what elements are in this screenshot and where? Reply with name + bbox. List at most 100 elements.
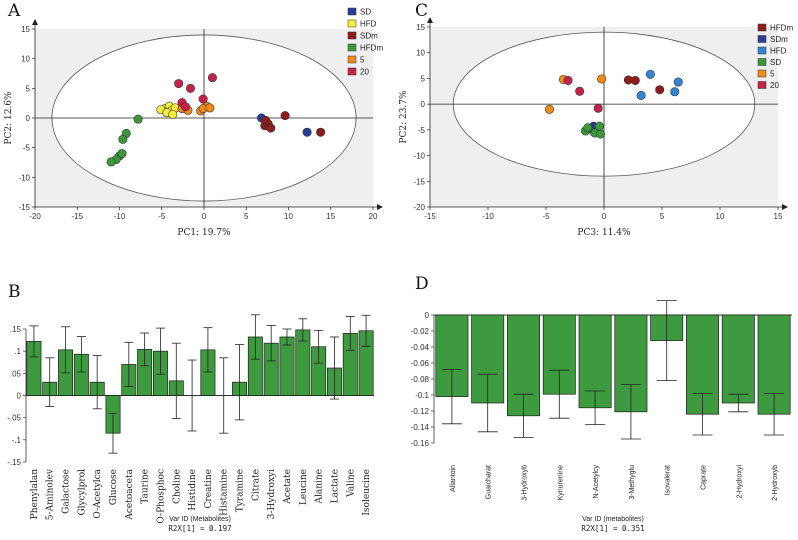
legend-label-c: HFDm: [770, 24, 793, 33]
bar-chart-b: -.15 -.1 -.05 0 .05 .1 .15 Phenylalan 5-Aminolev…: [7, 314, 374, 533]
category-label-b: Leucine: [299, 469, 309, 505]
category-label-d: 3-Methyglu: [629, 465, 636, 500]
category-label-d: 2-Hydroxyi: [736, 465, 743, 499]
x-tick-label-a: -20: [29, 212, 41, 221]
point-20-c: [593, 103, 603, 113]
y-tick-label-a: 0: [26, 114, 31, 123]
panel-letter-a: A: [7, 1, 21, 21]
y-tick-label-b: -.15: [7, 458, 21, 467]
y-tick-label-a: -5: [23, 144, 31, 153]
point-hfd-c: [673, 77, 683, 87]
category-label-d: Isovalerat: [665, 465, 672, 495]
y-axis-label-a: PC2: 12.6%: [4, 91, 14, 145]
legend-label-c: SD: [770, 58, 781, 67]
point-hfd-c: [636, 90, 646, 100]
y-tick-label-d: -0.08: [411, 375, 430, 384]
y-axis-label-c: PC2: 23.7%: [399, 90, 409, 144]
y-tick-label-d: -0.16: [411, 439, 430, 448]
x-tick-label-a: -5: [158, 212, 166, 221]
legend-swatch-a: [347, 7, 357, 16]
category-label-d: Kynurenine: [557, 465, 564, 501]
x-tick-label-a: 5: [244, 212, 249, 221]
category-label-d: 2-Hydroxyb: [772, 465, 779, 501]
y-tick-label-a: -10: [18, 173, 30, 182]
point-20-a: [198, 94, 208, 104]
x-tick-label-c: -10: [482, 212, 494, 221]
legend-swatch-a: [347, 31, 357, 40]
category-label-b: O-Phosphoc: [156, 469, 166, 524]
bar-chart-d: -0.16 -0.14 -0.12 -0.1 -0.08 -0.06 -0.04 -0.02 0…: [411, 300, 792, 533]
category-label-b: Lactate: [330, 469, 340, 503]
point-hfd-c: [645, 69, 655, 79]
legend-label-a: 20: [360, 68, 369, 77]
point-5-a: [205, 103, 215, 113]
point-20-a: [185, 83, 195, 93]
legend-swatch-c: [757, 81, 767, 89]
legend-swatch-a: [347, 43, 357, 52]
x-axis-label-d: Var ID (metabolites): [582, 516, 644, 523]
x-axis-label-c: PC3: 11.4%: [577, 228, 631, 238]
bar-b: [279, 336, 295, 396]
panel-letter-c: C: [415, 1, 428, 21]
y-tick-label-d: -0.04: [411, 343, 430, 352]
y-tick-label-c: -15: [413, 177, 425, 186]
x-tick-label-c: 15: [774, 212, 783, 221]
category-label-b: Histamine: [220, 469, 230, 516]
category-label-b: Choline: [172, 469, 182, 504]
panel-letter-d: D: [415, 274, 429, 294]
category-label-b: Alanine: [315, 469, 325, 505]
category-label-b: 3-Hydroxyi: [267, 469, 277, 519]
y-tick-label-b: .05: [10, 369, 22, 378]
y-tick-label-a: 10: [21, 55, 30, 64]
y-tick-label-a: 15: [21, 25, 30, 34]
legend-swatch-c: [757, 58, 767, 66]
category-label-d: Caprate: [701, 465, 708, 490]
point-sd-c: [594, 121, 604, 131]
x-tick-label-a: 10: [284, 212, 293, 221]
x-axis-arrow-c: [782, 204, 788, 210]
point-20-a: [174, 79, 184, 89]
x-tick-label-a: -10: [114, 212, 126, 221]
category-label-b: 5-Aminolev: [46, 468, 56, 520]
point-sdm-a: [261, 115, 271, 125]
category-label-b: Tyramine: [236, 469, 246, 512]
legend-swatch-c: [757, 46, 767, 55]
y-axis-arrow-c: [427, 17, 433, 23]
point-hfdm-a: [133, 114, 143, 124]
y-axis-arrow-a: [32, 19, 38, 25]
x-axis-label-b: Var ID (Metabolites): [169, 516, 231, 523]
category-label-b: Acetate: [283, 469, 293, 505]
point-sdm-a: [266, 123, 276, 133]
y-tick-label-b: -.1: [12, 436, 22, 445]
y-tick-label-b: .1: [14, 347, 21, 356]
point-sd-c: [596, 129, 606, 139]
point-sd-c: [583, 123, 593, 133]
legend-label-a: HFD: [360, 20, 377, 29]
y-tick-label-c: -5: [418, 126, 426, 135]
y-tick-label-c: 15: [416, 23, 425, 32]
category-label-b: O-Acetylca: [93, 468, 103, 518]
x-tick-label-c: 0: [602, 212, 607, 221]
y-tick-label-c: 5: [421, 74, 426, 83]
point-5-c: [544, 104, 554, 114]
point-hfdm-a: [118, 134, 128, 144]
x-tick-label-a: 0: [202, 212, 207, 221]
category-label-b: Glycylprol: [77, 469, 87, 516]
point-hfd-a: [168, 109, 178, 119]
legend-label-c: HFD: [770, 47, 787, 56]
legend-swatch-a: [347, 19, 357, 28]
y-tick-label-a: -15: [18, 203, 30, 212]
legend-swatch-c: [757, 69, 767, 78]
y-tick-label-a: 5: [26, 84, 31, 93]
legend-swatch-a: [347, 55, 357, 64]
point-20-c: [563, 75, 573, 85]
y-tick-label-b: .15: [10, 325, 22, 334]
legend-label-c: 5: [770, 70, 775, 79]
point-20-c: [575, 86, 585, 96]
x-tick-label-a: -15: [71, 212, 83, 221]
x-axis-arrow-a: [377, 204, 383, 210]
x-tick-label-c: -5: [542, 212, 550, 221]
point-sdm-a: [280, 111, 290, 121]
